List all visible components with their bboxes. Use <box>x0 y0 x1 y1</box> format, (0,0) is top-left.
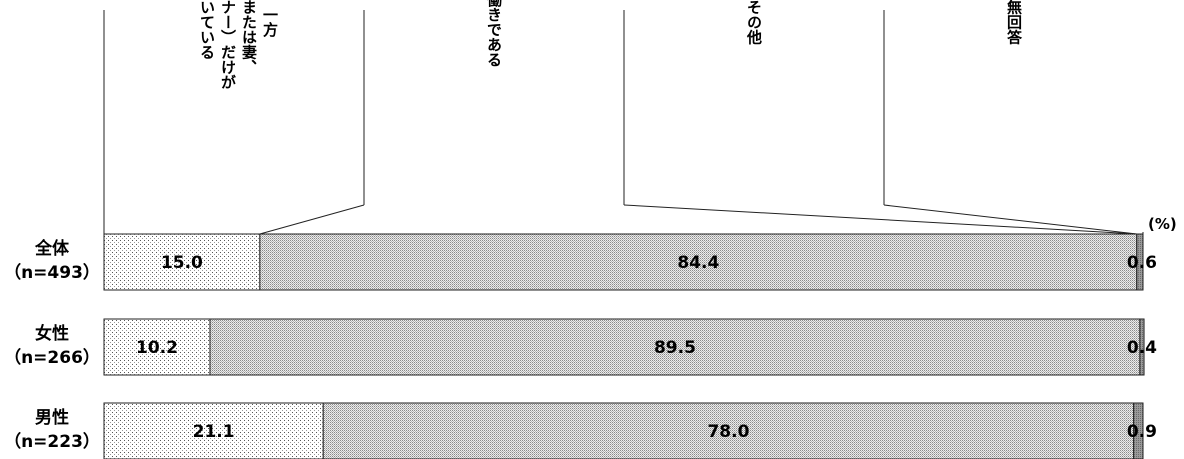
legend-leader <box>623 204 1137 235</box>
value-label: 10.2 <box>136 338 178 358</box>
bar-segment <box>103 233 261 291</box>
legend-entry: その他 <box>745 0 763 46</box>
bars <box>103 233 1145 459</box>
value-label: 78.0 <box>707 422 749 442</box>
unit-label: (%) <box>1148 215 1177 233</box>
bar-segment <box>103 318 211 376</box>
bar-segment <box>103 402 324 459</box>
bar-segment <box>322 402 1135 459</box>
value-label: 15.0 <box>161 253 203 273</box>
value-label: 0.6 <box>1127 253 1157 273</box>
value-label: 89.5 <box>654 338 696 358</box>
legend-text: 無回答 <box>1005 0 1023 46</box>
category-label: 全体 <box>34 238 70 259</box>
legend-text: パートナー）だけが <box>219 0 237 90</box>
category-label: 男性 <box>35 407 69 428</box>
legend-text: 共働きである <box>485 0 503 67</box>
category-label: 女性 <box>35 323 69 344</box>
legend-text: 一方 <box>261 7 279 38</box>
legend-entry: 共働きである <box>485 0 503 67</box>
legend-entry: 無回答 <box>1005 0 1023 46</box>
category-sample-size: （n=223） <box>4 431 100 452</box>
value-label: 0.9 <box>1127 422 1157 442</box>
bar-segment <box>1133 402 1144 459</box>
legend-leader <box>883 204 1137 235</box>
legend-text: その他 <box>745 0 763 46</box>
legend-text: （夫または妻、 <box>240 0 258 75</box>
labels: 全体 （n=493） 15.0 84.4 0.6 女性 （n=266） 10.2 89.5 0.4… <box>4 238 1157 452</box>
category-sample-size: （n=493） <box>4 262 100 283</box>
value-label: 84.4 <box>677 253 719 273</box>
value-label: 0.4 <box>1127 338 1157 358</box>
bar-segment <box>1139 318 1145 376</box>
value-label: 21.1 <box>193 422 235 442</box>
legend-leader <box>259 204 365 235</box>
bar-segment <box>209 318 1141 376</box>
bar-segment <box>1136 233 1144 291</box>
category-sample-size: （n=266） <box>4 347 100 368</box>
bar-segment <box>259 233 1138 291</box>
legend-text: 働いている <box>198 0 216 60</box>
